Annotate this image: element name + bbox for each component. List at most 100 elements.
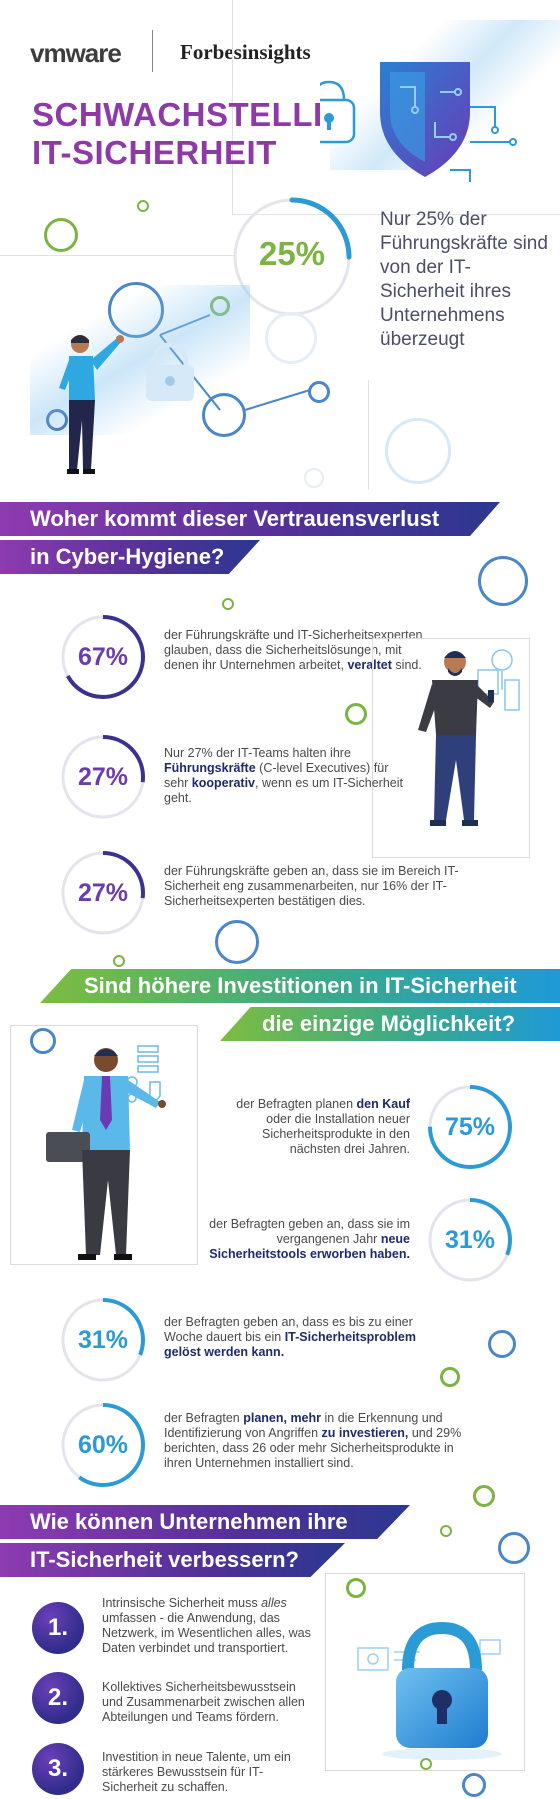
lock-icon (357, 1621, 502, 1760)
stat-text-bold: zu investieren, (321, 1426, 409, 1440)
padlock-icon (146, 342, 194, 401)
stat-text: der Befragten planen, mehr in die Erkenn… (164, 1411, 469, 1471)
divider-line (368, 380, 369, 490)
deco-circle (265, 312, 317, 364)
shield-icon (320, 62, 517, 182)
step-text-emphasis: alles (261, 1596, 287, 1610)
stat-text-bold: IT-Sicherheitsproblem gelöst werden kann… (164, 1330, 416, 1359)
section2-banner-line1: Sind höhere Investitionen in IT-Sicherhe… (40, 969, 560, 1003)
illustration-frame (10, 1025, 198, 1265)
deco-circle (462, 1773, 486, 1797)
deco-circle (30, 1028, 56, 1054)
stat-ring (61, 735, 145, 819)
deco-circle (346, 1578, 366, 1598)
stat-text: der Befragten geben an, dass es bis zu e… (164, 1315, 434, 1360)
stat-text-bold: veraltet (347, 658, 392, 672)
stat-text-part: der Befragten geben an, dass sie im verg… (209, 1217, 410, 1246)
stat-percent: 31% (444, 1226, 496, 1254)
title-line-1: SCHWACHSTELLE (32, 96, 336, 133)
deco-circle (440, 1525, 452, 1537)
stat-text-part: und 29% berichten, dass 26 oder mehr Sic… (164, 1426, 462, 1470)
illustration-frame (325, 1573, 525, 1771)
businessman-icon (46, 1045, 166, 1260)
stat-text-part: in die Erkennung und Identifizierung von… (164, 1411, 443, 1440)
stat-ring (428, 1198, 512, 1282)
vmware-logo: vmware (30, 38, 122, 68)
deco-circle (215, 920, 259, 964)
stat-text-part: sind. (391, 658, 422, 672)
stat-text-part: der Befragten (164, 1411, 244, 1425)
deco-circle (488, 1330, 516, 1358)
padlock-icon (320, 80, 356, 144)
deco-circle (308, 381, 330, 403)
stat-text: der Führungskräfte geben an, dass sie im… (164, 864, 459, 908)
stat-text-part: , wenn es um IT-Sicherheit geht. (164, 776, 403, 805)
stat-percent: 31% (77, 1326, 129, 1354)
illustration-frame (372, 638, 530, 858)
stat-text: der Befragten planen den Kauf oder die I… (210, 1097, 410, 1157)
stat-text-bold: Führungskräfte (164, 761, 256, 775)
stat-percent: 27% (77, 879, 129, 907)
title-line-2: IT-SICHERHEIT (32, 134, 277, 171)
stat-text-part: Nur 27% der IT-Teams halten ihre (164, 746, 351, 760)
stat-text: der Befragten geben an, dass sie im verg… (200, 1217, 410, 1262)
section3-banner-line2: IT-Sicherheit verbessern? (0, 1543, 345, 1577)
page-title: SCHWACHSTELLE IT-SICHERHEIT (32, 96, 336, 172)
deco-circle (478, 556, 528, 606)
forbes-insights-logo: Forbesinsights (180, 40, 311, 64)
person-phone-icon (418, 649, 520, 826)
deco-circle (113, 955, 125, 967)
deco-circle (44, 218, 78, 252)
step-text: Kollektives Sicherheitsbewusstsein und Z… (102, 1680, 305, 1724)
step-number: 2. (32, 1672, 84, 1724)
deco-circle (420, 1758, 432, 1770)
stat-text-part: (C-level Executives) für sehr (164, 761, 389, 790)
deco-circle (210, 296, 230, 316)
step-text-part: umfassen - die Anwendung, das Netzwerk, … (102, 1611, 311, 1655)
light-streak (30, 285, 250, 435)
deco-circle (137, 200, 149, 212)
deco-circle (498, 1532, 530, 1564)
stat-percent: 75% (444, 1113, 496, 1141)
divider-line (232, 0, 233, 215)
stat-text-part: der Befragten planen (236, 1097, 357, 1111)
hero-claim: Nur 25% der Führungskräfte sind von der … (380, 209, 548, 350)
deco-circle (345, 703, 367, 725)
hero-percent: 25% (258, 235, 326, 272)
stat-percent: 27% (77, 763, 129, 791)
logo-divider (152, 30, 153, 72)
step-text-part: Intrinsische Sicherheit muss (102, 1596, 262, 1610)
section1-banner-line2: in Cyber-Hygiene? (0, 540, 260, 574)
deco-circle (440, 1367, 460, 1387)
stat-ring (61, 615, 145, 699)
stat-text-part: oder die Installation neuer Sicherheitsp… (261, 1112, 410, 1156)
deco-circle (46, 409, 68, 431)
deco-circle (222, 598, 234, 610)
step-number: 3. (32, 1743, 84, 1795)
deco-circle (202, 393, 246, 437)
stat-text-bold: planen, mehr (243, 1411, 322, 1425)
stat-ring (61, 851, 145, 935)
stat-percent: 60% (77, 1431, 129, 1459)
stat-ring (61, 1403, 145, 1487)
section3-banner-line1: Wie können Unternehmen ihre (0, 1505, 410, 1539)
section1-banner-line1: Woher kommt dieser Vertrauensverlust (0, 502, 500, 536)
deco-circle (304, 468, 324, 488)
stat-text-bold: neue Sicherheitstools erworben haben. (209, 1232, 410, 1261)
stat-text-bold: den Kauf (356, 1097, 410, 1111)
stat-percent: 67% (77, 643, 129, 671)
deco-circle (473, 1485, 495, 1507)
stat-text-part: der Führungskräfte und IT-Sicherheitsexp… (164, 628, 423, 672)
deco-circle (385, 418, 451, 484)
stat-text: der Führungskräfte und IT-Sicherheitsexp… (164, 628, 439, 673)
step-text: Intrinsische Sicherheit muss alles umfas… (102, 1596, 337, 1656)
stat-text-bold: kooperativ (191, 776, 256, 790)
stat-ring (61, 1298, 145, 1382)
stat-text-part: der Befragten geben an, dass es bis zu e… (164, 1315, 413, 1344)
step-number: 1. (32, 1602, 84, 1654)
divider-line (232, 214, 560, 215)
step-text: Investition in neue Talente, um ein stär… (102, 1750, 291, 1794)
section2-banner-line2: die einzige Möglichkeit? (220, 1007, 560, 1041)
stat-text: Nur 27% der IT-Teams halten ihre Führung… (164, 746, 404, 806)
stat-ring (428, 1085, 512, 1169)
